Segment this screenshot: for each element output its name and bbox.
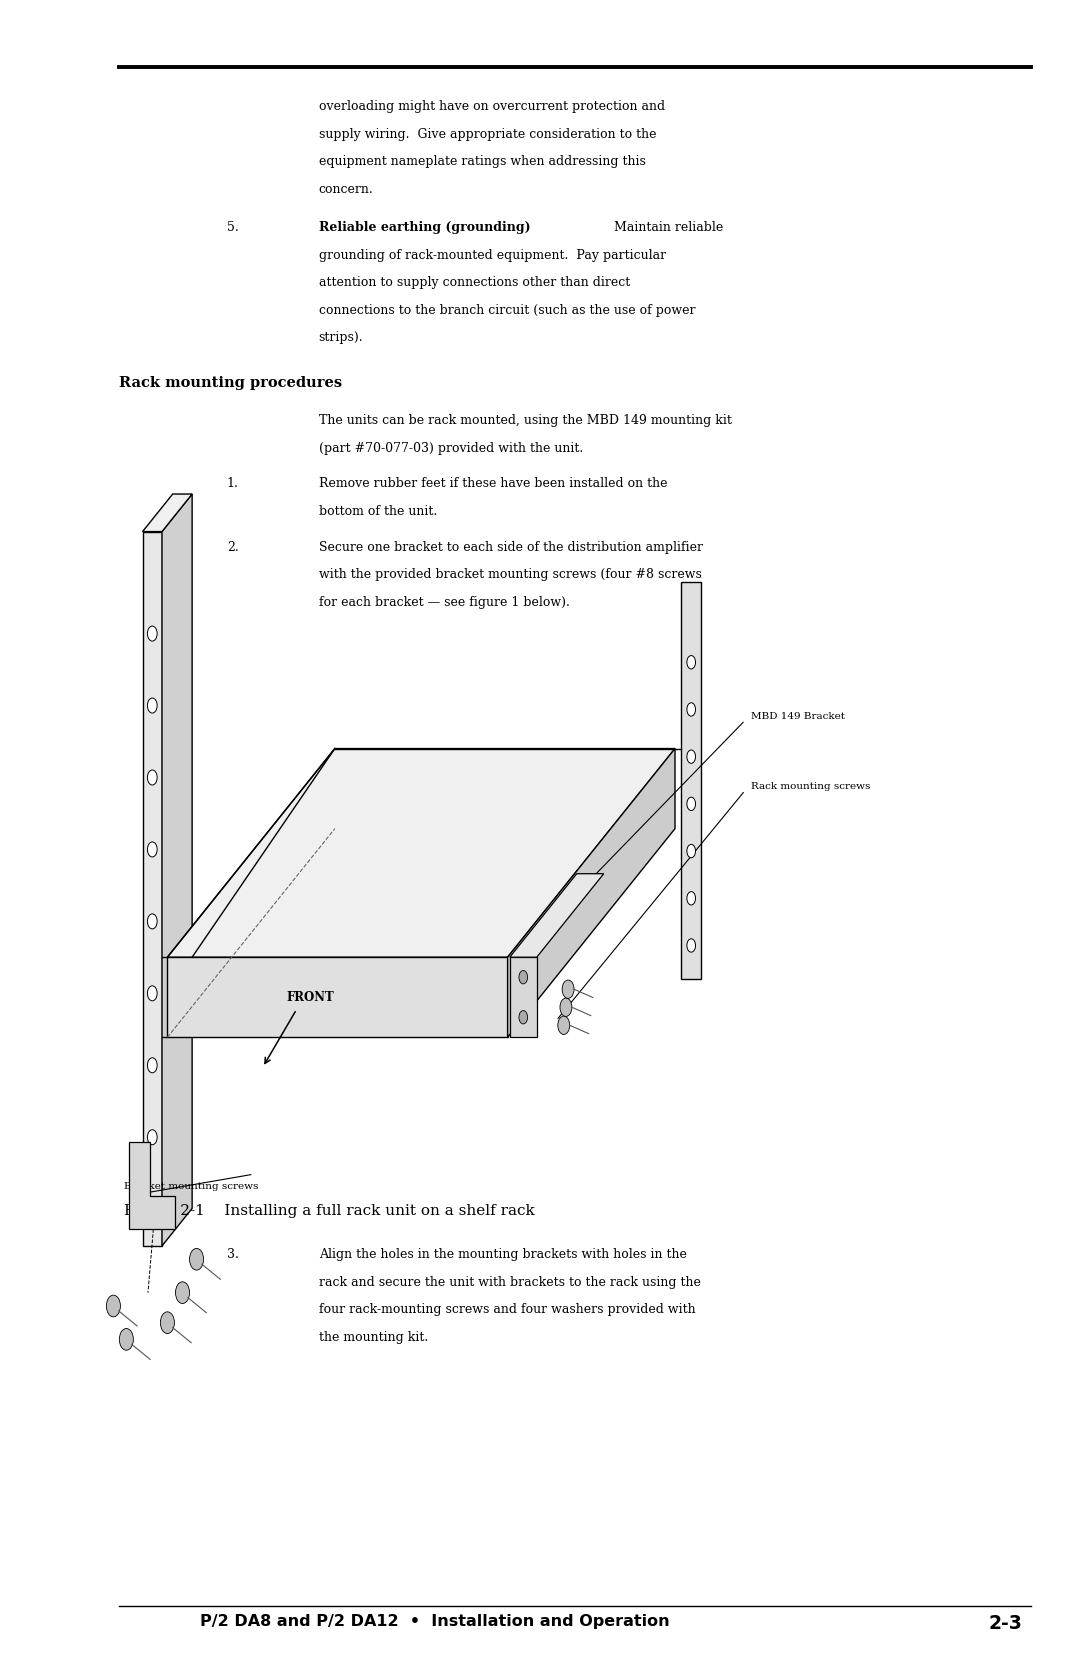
- Text: 2.: 2.: [227, 541, 239, 554]
- Circle shape: [147, 698, 158, 713]
- Circle shape: [557, 1016, 570, 1035]
- Circle shape: [687, 891, 696, 905]
- Circle shape: [147, 626, 158, 641]
- Text: 3.: 3.: [227, 1248, 239, 1262]
- Circle shape: [147, 1202, 158, 1217]
- Text: concern.: concern.: [319, 184, 374, 195]
- Circle shape: [562, 980, 575, 998]
- Text: 2-3: 2-3: [988, 1614, 1022, 1632]
- Text: Maintain reliable: Maintain reliable: [594, 222, 724, 234]
- Circle shape: [147, 915, 158, 930]
- Text: Bracket mounting screws: Bracket mounting screws: [124, 1182, 258, 1192]
- Circle shape: [687, 656, 696, 669]
- Text: Align the holes in the mounting brackets with holes in the: Align the holes in the mounting brackets…: [319, 1248, 687, 1262]
- Circle shape: [147, 1130, 158, 1145]
- Text: equipment nameplate ratings when addressing this: equipment nameplate ratings when address…: [319, 155, 646, 169]
- Circle shape: [687, 703, 696, 716]
- Polygon shape: [167, 956, 508, 1036]
- Text: connections to the branch circuit (such as the use of power: connections to the branch circuit (such …: [319, 304, 696, 317]
- Circle shape: [687, 845, 696, 858]
- Text: Rack mounting procedures: Rack mounting procedures: [119, 376, 342, 389]
- Circle shape: [147, 1058, 158, 1073]
- Text: the mounting kit.: the mounting kit.: [319, 1330, 428, 1344]
- Polygon shape: [681, 581, 701, 978]
- Text: for each bracket — see figure 1 below).: for each bracket — see figure 1 below).: [319, 596, 569, 609]
- Circle shape: [687, 938, 696, 951]
- Text: MBD 149 Bracket: MBD 149 Bracket: [751, 711, 845, 721]
- Text: bottom of the unit.: bottom of the unit.: [319, 506, 436, 517]
- Text: with the provided bracket mounting screws (four #8 screws: with the provided bracket mounting screw…: [319, 567, 702, 581]
- Circle shape: [147, 769, 158, 784]
- Text: The units can be rack mounted, using the MBD 149 mounting kit: The units can be rack mounted, using the…: [319, 414, 731, 427]
- Polygon shape: [129, 1142, 175, 1228]
- Circle shape: [189, 1248, 204, 1270]
- Text: (part #70-077-03) provided with the unit.: (part #70-077-03) provided with the unit…: [319, 442, 583, 454]
- Text: Secure one bracket to each side of the distribution amplifier: Secure one bracket to each side of the d…: [319, 541, 703, 554]
- Polygon shape: [508, 748, 675, 1036]
- Polygon shape: [510, 873, 604, 956]
- Text: four rack-mounting screws and four washers provided with: four rack-mounting screws and four washe…: [319, 1303, 696, 1317]
- Circle shape: [561, 998, 572, 1016]
- Circle shape: [687, 798, 696, 811]
- Text: attention to supply connections other than direct: attention to supply connections other th…: [319, 277, 630, 289]
- Text: overloading might have on overcurrent protection and: overloading might have on overcurrent pr…: [319, 100, 664, 113]
- Polygon shape: [143, 494, 192, 531]
- Text: grounding of rack-mounted equipment.  Pay particular: grounding of rack-mounted equipment. Pay…: [319, 249, 665, 262]
- Circle shape: [147, 841, 158, 856]
- Text: 5.: 5.: [227, 222, 239, 234]
- Circle shape: [518, 970, 528, 983]
- Text: P/2 DA8 and P/2 DA12  •  Installation and Operation: P/2 DA8 and P/2 DA12 • Installation and …: [200, 1614, 670, 1629]
- Polygon shape: [143, 531, 162, 1245]
- Text: FRONT: FRONT: [286, 991, 334, 1003]
- Circle shape: [160, 1312, 175, 1334]
- Text: strips).: strips).: [319, 332, 363, 344]
- Text: rack and secure the unit with brackets to the rack using the: rack and secure the unit with brackets t…: [319, 1275, 701, 1288]
- Circle shape: [518, 1010, 528, 1023]
- Circle shape: [120, 1329, 134, 1350]
- Text: Remove rubber feet if these have been installed on the: Remove rubber feet if these have been in…: [319, 477, 667, 491]
- Text: supply wiring.  Give appropriate consideration to the: supply wiring. Give appropriate consider…: [319, 129, 656, 140]
- Circle shape: [175, 1282, 190, 1303]
- Polygon shape: [510, 956, 537, 1036]
- Text: Figure 2-1    Installing a full rack unit on a shelf rack: Figure 2-1 Installing a full rack unit o…: [124, 1203, 535, 1218]
- Circle shape: [687, 749, 696, 763]
- Text: Reliable earthing (grounding): Reliable earthing (grounding): [319, 222, 530, 234]
- Circle shape: [107, 1295, 121, 1317]
- Text: Rack mounting screws: Rack mounting screws: [751, 781, 870, 791]
- Text: 1.: 1.: [227, 477, 239, 491]
- Polygon shape: [162, 494, 192, 1245]
- Circle shape: [147, 986, 158, 1001]
- Polygon shape: [167, 748, 675, 956]
